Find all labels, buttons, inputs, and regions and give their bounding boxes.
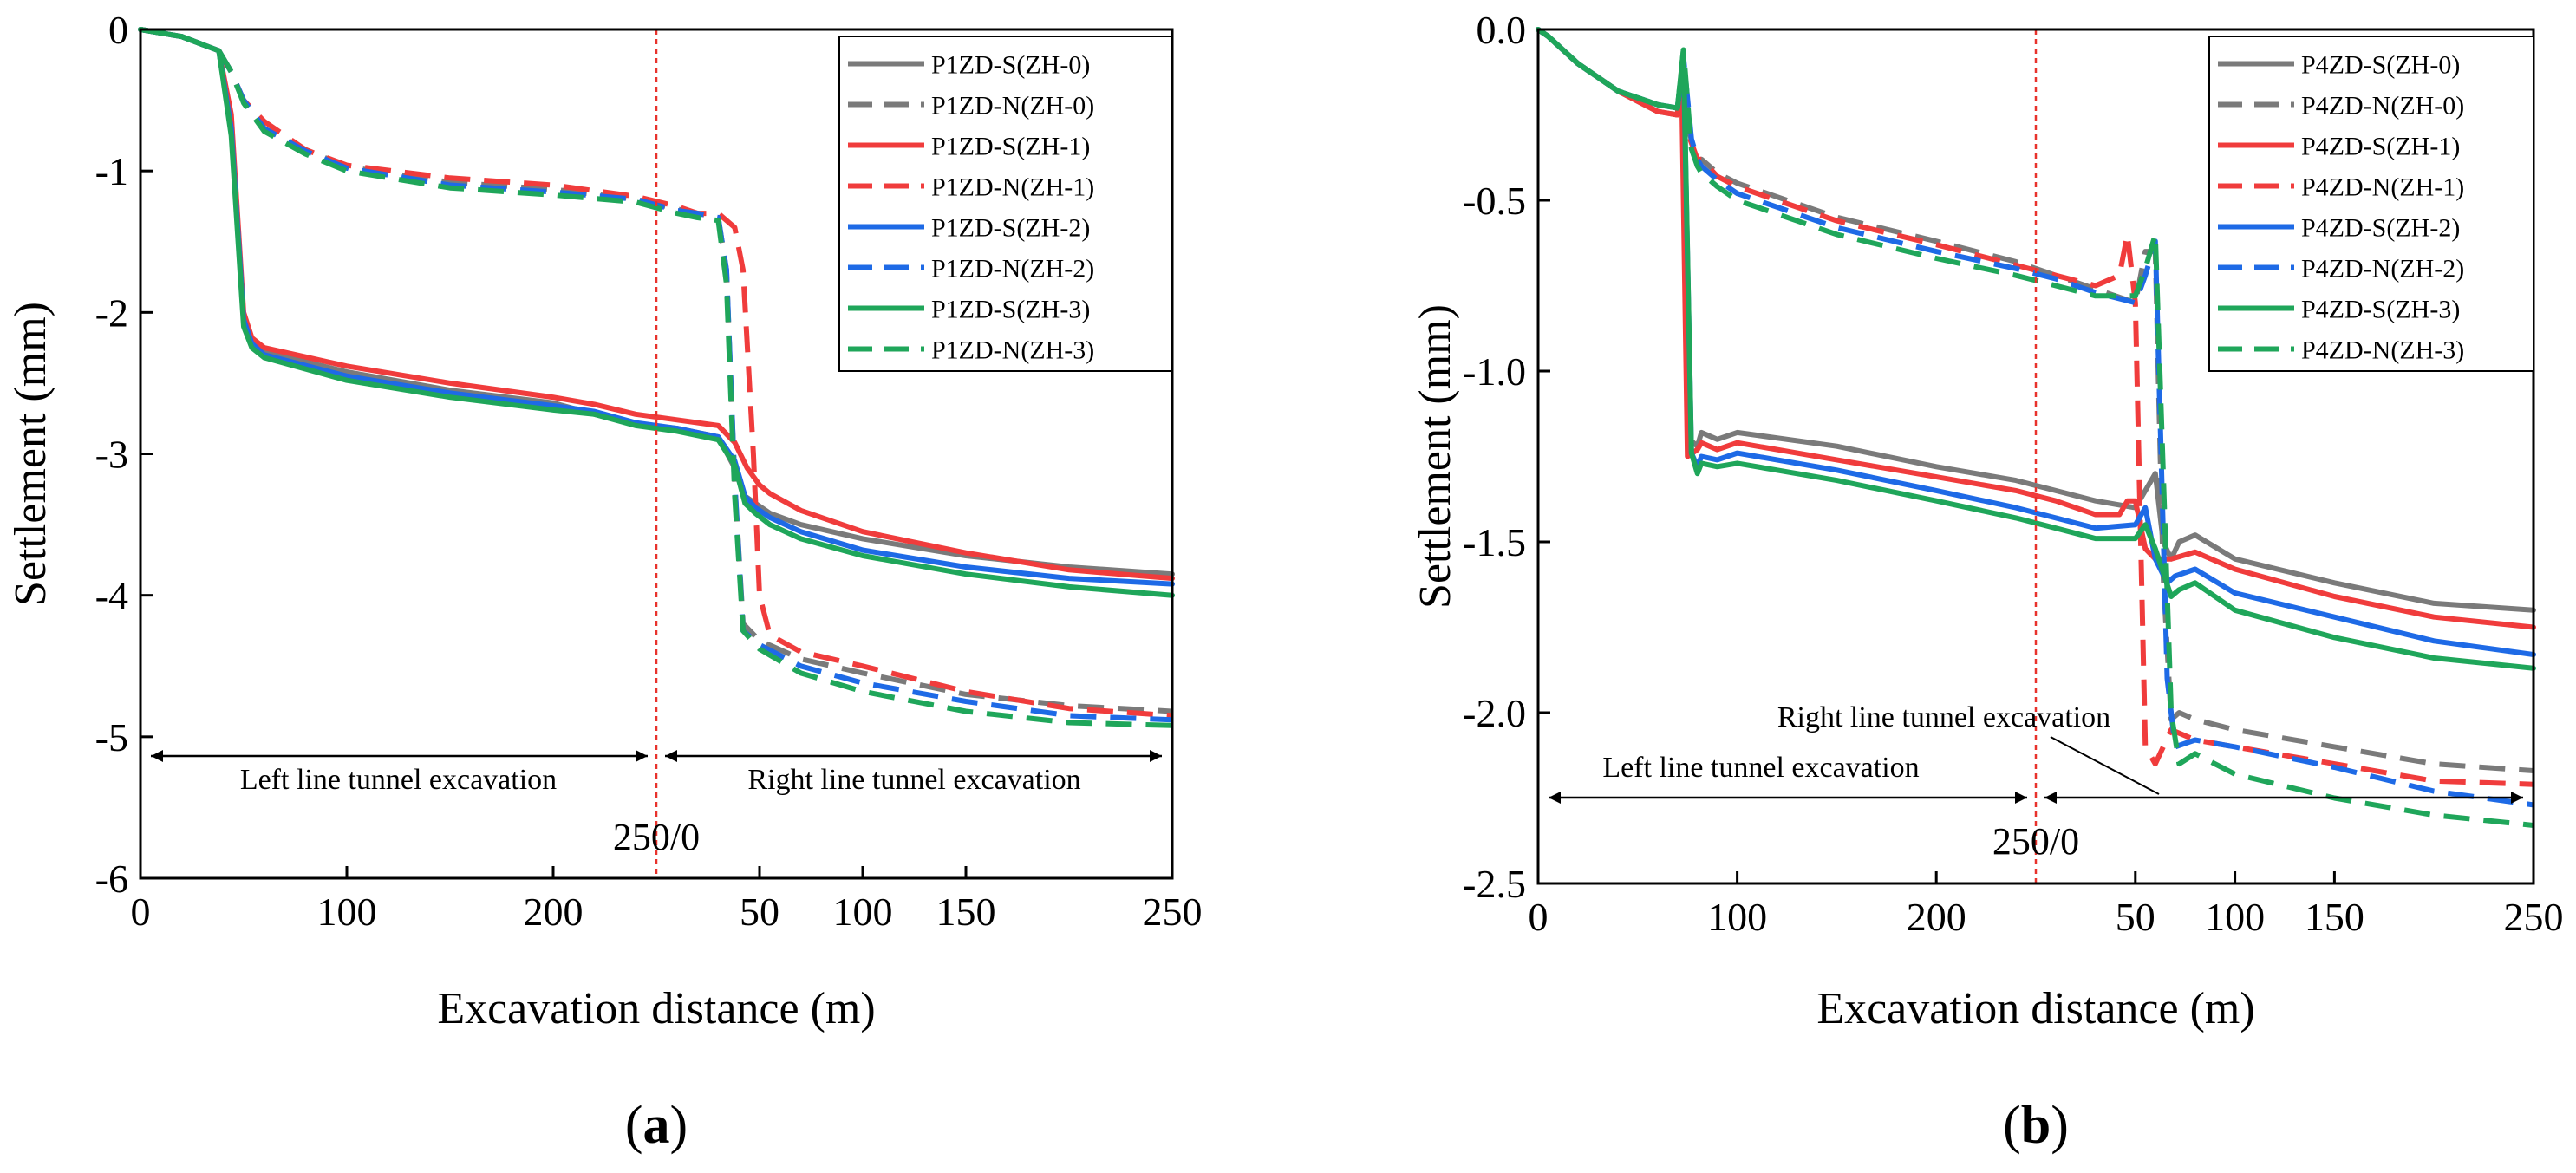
legend-label: P1ZD-N(ZH-1): [931, 173, 1094, 202]
split-label: 250/0: [613, 816, 700, 858]
left-excavation-label: Left line tunnel excavation: [1602, 752, 1919, 784]
excavation-arrows: [151, 750, 1162, 762]
legend-label: P1ZD-S(ZH-3): [931, 296, 1090, 324]
series-line: [140, 27, 1173, 728]
x-tick-label: 150: [2305, 895, 2364, 939]
right-excavation-label: Right line tunnel excavation: [747, 764, 1080, 796]
panel-letter: b: [2021, 1096, 2051, 1155]
arrow-head: [2044, 792, 2057, 804]
legend-label: P4ZD-S(ZH-2): [2301, 214, 2460, 243]
x-axis-title: Excavation distance (m): [437, 984, 875, 1033]
arrow-head: [2015, 792, 2027, 804]
x-tick-label: 0: [1529, 895, 1549, 939]
legend-box: [2208, 36, 2534, 372]
legend-label: P1ZD-S(ZH-2): [931, 214, 1090, 243]
legend-label: P1ZD-N(ZH-0): [931, 92, 1094, 121]
x-tick-label: 50: [740, 890, 779, 934]
panel-b: 0.0 -0.5 -1.0 -1.5 -2.0 -2.5 0 100 200 50 150 100 2…: [1411, 8, 2564, 1155]
y-tick-label: 0: [108, 8, 128, 52]
legend-label: P1ZD-N(ZH-3): [931, 336, 1094, 365]
panel-label: (a): [625, 1096, 688, 1155]
panel-letter: a: [643, 1096, 670, 1155]
y-tick-label: -1: [95, 149, 128, 193]
series-line: [1536, 27, 2534, 808]
legend-label: P4ZD-S(ZH-0): [2301, 51, 2460, 80]
y-tick-label: -4: [95, 574, 128, 618]
panel-a: 0 -1 -2 -3 -4 -5 -6 0 100 200 50 150 100 250 P1ZD-S(…: [6, 8, 1203, 1155]
series-line: [1536, 27, 2534, 787]
series-layer: [138, 27, 1175, 728]
arrow-head: [151, 750, 163, 762]
legend-label: P4ZD-S(ZH-3): [2301, 296, 2460, 324]
x-tick-label: 100: [833, 890, 893, 934]
y-tick-label: -2.0: [1463, 691, 1526, 735]
legend-label: P4ZD-N(ZH-0): [2301, 92, 2464, 121]
legend-label: P4ZD-N(ZH-1): [2301, 173, 2464, 202]
y-tick-label: -1.5: [1463, 520, 1526, 564]
series-line: [1536, 27, 2536, 671]
x-tick-label: 100: [2205, 895, 2265, 939]
right-excavation-label: Right line tunnel excavation: [1777, 701, 2110, 733]
panel-label: (b): [2003, 1096, 2069, 1155]
x-axis-ticks: 0 100 200 50 150 100 250: [1529, 871, 2564, 939]
y-axis-ticks: 0.0 -0.5 -1.0 -1.5 -2.0 -2.5: [1463, 8, 1550, 906]
legend-label: P4ZD-N(ZH-3): [2301, 336, 2464, 365]
arrow-head: [1549, 792, 1561, 804]
x-tick-label: 50: [2116, 895, 2155, 939]
legend: P1ZD-S(ZH-0) P1ZD-N(ZH-0) P1ZD-S(ZH-1) P1ZD…: [838, 36, 1173, 372]
arrow-head: [1150, 750, 1162, 762]
series-line: [1536, 27, 2536, 630]
x-tick-label: 0: [131, 890, 151, 934]
y-tick-label: 0.0: [1477, 8, 1527, 52]
y-tick-label: -2: [95, 290, 128, 335]
arrow-head: [636, 750, 648, 762]
y-tick-label: -2.5: [1463, 862, 1526, 906]
y-axis-title: Settlement (mm): [6, 302, 55, 606]
excavation-arrows: [1549, 736, 2523, 804]
legend-box: [838, 36, 1173, 372]
legend-label: P1ZD-S(ZH-0): [931, 51, 1090, 80]
legend-label: P4ZD-N(ZH-2): [2301, 255, 2464, 283]
x-tick-label: 200: [1907, 895, 1966, 939]
series-line: [1536, 27, 2534, 773]
legend-label: P1ZD-N(ZH-2): [931, 255, 1094, 283]
legend-label: P4ZD-S(ZH-1): [2301, 133, 2460, 161]
series-line: [1536, 27, 2534, 828]
y-tick-label: -3: [95, 433, 128, 477]
x-tick-label: 250: [1143, 890, 1203, 934]
legend-label: P1ZD-S(ZH-1): [931, 133, 1090, 161]
plot-frame: [1536, 28, 2535, 885]
x-tick-label: 100: [317, 890, 377, 934]
series-layer: [1536, 27, 2536, 828]
y-tick-label: -0.5: [1463, 179, 1526, 223]
y-tick-label: -1.0: [1463, 349, 1526, 394]
callout-line: [2050, 736, 2160, 795]
legend: P4ZD-S(ZH-0) P4ZD-N(ZH-0) P4ZD-S(ZH-1) P4ZD…: [2208, 36, 2534, 372]
x-tick-label: 250: [2504, 895, 2564, 939]
left-excavation-label: Left line tunnel excavation: [240, 764, 557, 796]
y-tick-label: -6: [95, 857, 128, 901]
split-label: 250/0: [1992, 820, 2079, 863]
x-tick-label: 150: [936, 890, 996, 934]
series-line: [138, 27, 1175, 598]
x-tick-label: 200: [524, 890, 584, 934]
y-axis-title: Settlement (mm): [1411, 304, 1460, 609]
y-axis-ticks: 0 -1 -2 -3 -4 -5 -6: [95, 8, 153, 901]
x-tick-label: 100: [1707, 895, 1767, 939]
x-axis-title: Excavation distance (m): [1816, 984, 2254, 1033]
arrow-head: [665, 750, 677, 762]
x-axis-ticks: 0 100 200 50 150 100 250: [131, 866, 1203, 934]
y-tick-label: -5: [95, 715, 128, 759]
arrow-head: [2511, 792, 2523, 804]
